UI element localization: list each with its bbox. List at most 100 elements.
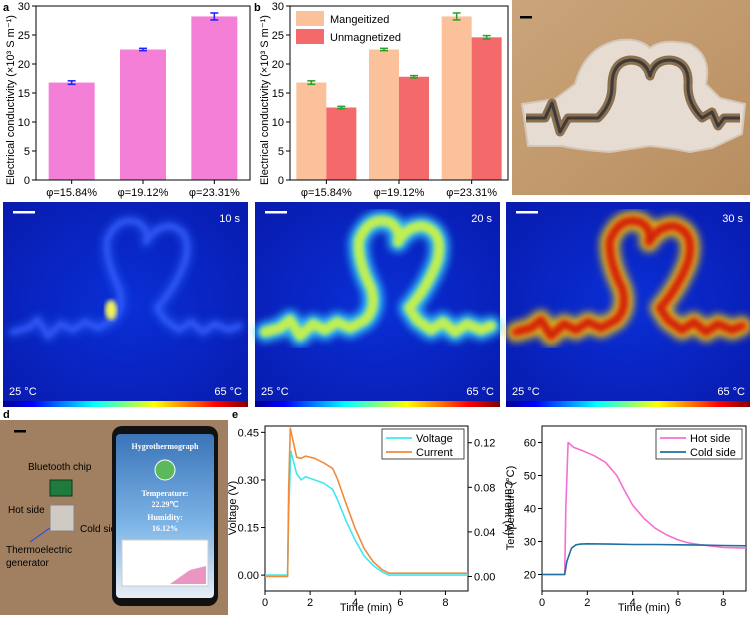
thermal-frame: 20 s 25 °C 65 °C xyxy=(255,202,501,407)
panel-e1-xtick-label: 4 xyxy=(352,597,358,609)
panel-e2-series-cold-side xyxy=(542,542,747,576)
panel-e2-series-hot-side xyxy=(542,441,747,576)
thermal-frame: 30 s 25 °C 65 °C xyxy=(506,202,750,407)
panel-b-bar-unmagnetized xyxy=(471,37,502,180)
legend-label-magnetized: Mangeitized xyxy=(330,14,389,26)
panel-e1-legend: Voltage Current xyxy=(381,428,465,460)
panel-b-bar-magnetized xyxy=(296,82,327,180)
panel-e2-ylabel: Temperature (°C) xyxy=(505,466,517,550)
panel-e1-ytick-label: 0.45 xyxy=(238,427,259,439)
annotation-teg-line2: generator xyxy=(6,558,49,569)
panel-e1-y2label: Current (A) xyxy=(502,481,514,535)
panel-c-sample-photo xyxy=(512,0,750,195)
panel-a-ylabel: Electrical conductivity (×10³ S m⁻¹) xyxy=(5,15,17,185)
panel-a-ytick-label: 10 xyxy=(18,117,30,129)
panel-e2-ytick-label: 40 xyxy=(524,504,536,516)
panel-e1-axes-frame xyxy=(264,425,469,592)
panel-e1-xlabel: Time (min) xyxy=(340,602,392,614)
panel-b-ytick-label: 5 xyxy=(278,146,284,158)
annotation-pointer xyxy=(29,527,51,543)
panel-e1-xtick-label: 6 xyxy=(397,597,403,609)
panel-b-ytick-label: 20 xyxy=(272,59,284,71)
phone-humidity-label: Humidity: xyxy=(147,513,183,522)
panel-b-ytick-label: 30 xyxy=(272,1,284,13)
panel-e2-xtick-label: 0 xyxy=(539,597,545,609)
legend-swatch-unmagnetized xyxy=(296,29,324,44)
phone-humidity-value: 16.12% xyxy=(152,524,178,533)
thermal-scale-max: 65 °C xyxy=(717,386,745,398)
panel-a-ytick-label: 30 xyxy=(18,1,30,13)
legend-label-cold-side: Cold side xyxy=(690,447,736,459)
panel-b-ytick-label: 15 xyxy=(272,88,284,100)
legend-label-hot-side: Hot side xyxy=(690,433,730,445)
thermal-scale-max: 65 °C xyxy=(466,386,494,398)
panel-b-ytick-label: 25 xyxy=(272,30,284,42)
scale-bar-d xyxy=(14,430,26,433)
panel-a-ytick-label: 0 xyxy=(24,175,30,187)
legend-swatch-magnetized xyxy=(296,11,324,26)
thermal-colorbar xyxy=(506,401,750,407)
legend-box-e2 xyxy=(655,428,743,460)
panel-e2-xtick-label: 2 xyxy=(584,597,590,609)
legend-box-e1 xyxy=(381,428,465,460)
panel-b-xtick-label: φ=15.84% xyxy=(301,187,352,199)
app-logo-icon xyxy=(154,459,176,481)
panel-a-xtick-label: φ=23.31% xyxy=(189,187,240,199)
panel-a-xtick-label: φ=15.84% xyxy=(46,187,97,199)
panel-e1-ytick-label: 0.15 xyxy=(238,523,259,535)
panel-e1-ylabel: Voltage (V) xyxy=(227,481,239,535)
panel-b-bar-magnetized xyxy=(369,49,399,180)
annotation-teg-line1: Thermoelectric xyxy=(6,545,72,556)
panel-e1-xtick-label: 2 xyxy=(307,597,313,609)
annotation-cold-side: Cold side xyxy=(80,524,122,535)
thermal-time-label: 10 s xyxy=(219,213,240,225)
panel-e2-ytick-label: 60 xyxy=(524,438,536,450)
thermal-scale-min: 25 °C xyxy=(9,386,37,398)
thermal-colorbar xyxy=(255,401,500,407)
thermal-image-series: 10 s 25 °C 65 °C 20 s 25 °C 65 °C 30 s 25 °C 65 … xyxy=(3,202,750,407)
panel-e1-y2tick-label: 0.12 xyxy=(474,438,495,450)
panel-e1-ytick-label: 0.00 xyxy=(238,570,259,582)
panel-b-xtick-label: φ=23.31% xyxy=(446,187,497,199)
thermal-scale-bar xyxy=(516,211,538,214)
thermal-scale-bar xyxy=(265,211,287,214)
panel-a-bar xyxy=(120,49,166,180)
panel-e1-series-voltage xyxy=(265,450,468,576)
thermal-hotspot xyxy=(105,300,117,320)
thermal-scale-max: 65 °C xyxy=(214,386,242,398)
panel-a-ytick-label: 5 xyxy=(24,146,30,158)
panel-e2-xtick-label: 8 xyxy=(720,597,726,609)
panel-e1-ytick-label: 0.30 xyxy=(238,475,259,487)
panel-e1-y2tick-label: 0.04 xyxy=(474,527,495,539)
panel-b-legend: Mangeitized Unmagnetized xyxy=(296,11,401,44)
panel-b-axes-frame xyxy=(289,5,509,181)
panel-a-xtick-label: φ=19.12% xyxy=(118,187,169,199)
panel-e1-y2tick-label: 0.00 xyxy=(474,572,495,584)
panel-a-bar-chart: Electrical conductivity (×10³ S m⁻¹) 0 5 1… xyxy=(5,1,251,199)
panel-label-d: d xyxy=(3,409,10,421)
thermoelectric-generator xyxy=(49,504,75,532)
panel-e1-xtick-label: 8 xyxy=(442,597,448,609)
panel-e-voltage-current-chart: 0 2 4 6 8 0.00 0.15 0.30 0.45 0.00 0.04 0.08 0.12 Ti… xyxy=(227,425,514,614)
panel-b-ytick-label: 0 xyxy=(278,175,284,187)
panel-b-bar-unmagnetized xyxy=(326,107,357,180)
thermal-scale-bar xyxy=(13,211,35,214)
phone-temperature-label: Temperature: xyxy=(141,489,188,498)
panel-e2-ytick-label: 50 xyxy=(524,471,536,483)
panel-e2-ytick-label: 30 xyxy=(524,537,536,549)
panel-e-temperature-chart: 0 2 4 6 8 20 30 40 50 60 Time (min) Temperature (… xyxy=(505,425,747,614)
panel-b-ytick-label: 10 xyxy=(272,117,284,129)
panel-b-bar-magnetized xyxy=(441,16,472,180)
panel-b-bar-chart: Electrical conductivity (×10³ S m⁻¹) 0 5 1… xyxy=(259,1,509,199)
bluetooth-chip xyxy=(49,479,73,497)
scale-bar-c xyxy=(520,16,532,19)
panel-e2-xtick-label: 4 xyxy=(630,597,636,609)
panel-label-b: b xyxy=(254,2,261,14)
legend-label-current: Current xyxy=(416,447,453,459)
panel-e2-ytick-label: 20 xyxy=(524,570,536,582)
thermal-heart-core xyxy=(10,218,242,339)
thermal-heart-core xyxy=(260,215,496,341)
phone-temperature-value: 22.29℃ xyxy=(152,500,179,509)
thermal-heart-hotline xyxy=(515,219,743,338)
